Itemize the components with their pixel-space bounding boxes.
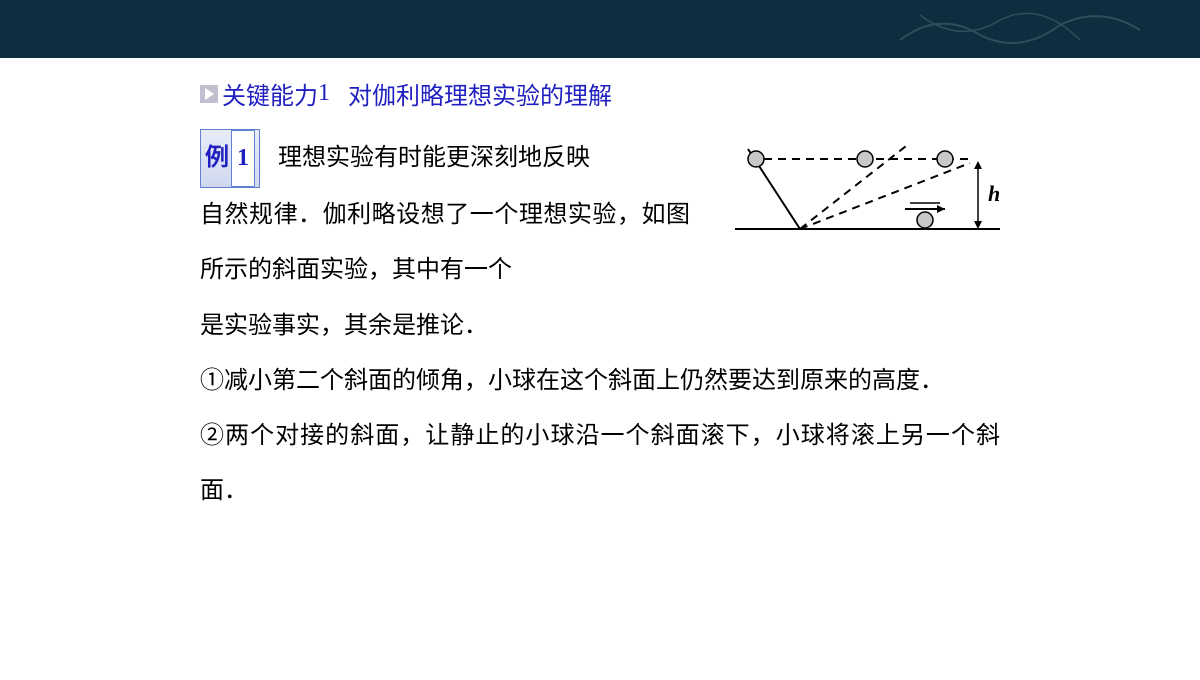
statement-2: ②两个对接的斜面，让静止的小球沿一个斜面滚下，小球将滚上另一个斜面． [200,409,1000,519]
content-area: 关键能力 1 对伽利略理想实验的理解 例1 理想实验有时能更深刻地反映 自然规律… [0,58,1200,519]
vector-arrow-head [937,205,945,213]
intro-text-tail: 是实验事实，其余是推论． [200,299,1000,354]
header-decoration [880,0,1180,58]
play-icon [200,85,218,103]
ball-top-mid [857,151,873,167]
dashed-incline-steep [800,143,910,229]
section-title-number: 1 [318,80,330,107]
section-title-prefix: 关键能力 [222,76,318,111]
ball-top-left [748,151,764,167]
intro-text-part: 理想实验有时能更深刻地反映 [278,145,590,171]
inclined-plane-diagram: h [710,139,1010,249]
header-band [0,0,1200,58]
section-title: 关键能力 1 对伽利略理想实验的理解 [200,76,1000,111]
intro-text-wrapped: 自然规律．伽利略设想了一个理想实验，如图所示的斜面实验，其中有一个 [200,188,690,298]
h-arrow-up [974,161,982,169]
ball-ground [917,212,933,228]
section-title-text: 对伽利略理想实验的理解 [348,76,612,111]
example-label: 例1 [200,129,260,188]
example-label-char: 例 [205,145,229,171]
h-arrow-down [974,221,982,229]
statement-1: ①减小第二个斜面的倾角，小球在这个斜面上仍然要达到原来的高度． [200,354,1000,409]
example-label-num: 1 [231,130,255,187]
dashed-incline-shallow [800,163,970,229]
intro-block: 例1 理想实验有时能更深刻地反映 自然规律．伽利略设想了一个理想实验，如图所示的… [200,129,1000,354]
h-label: h [988,181,1000,206]
ball-top-right [937,151,953,167]
